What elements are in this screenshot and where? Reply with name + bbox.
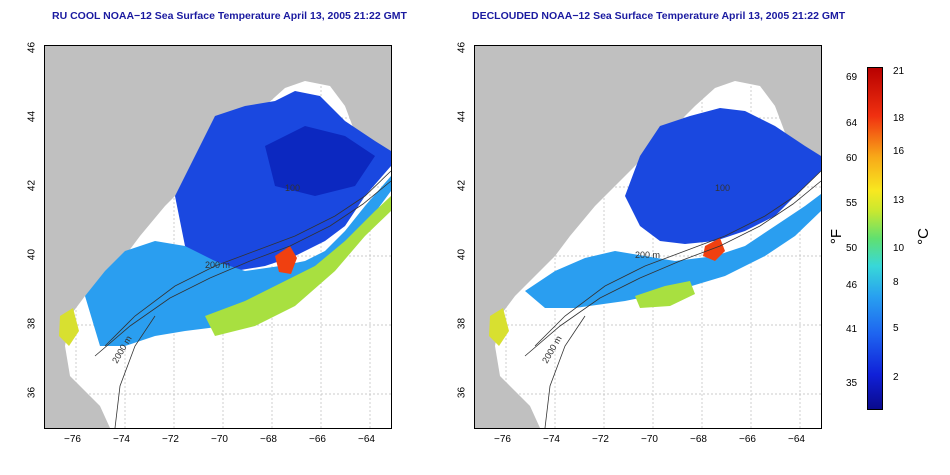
x-tick: −66: [309, 434, 326, 445]
y-tick: 46: [26, 41, 38, 54]
y-tick: 42: [26, 179, 38, 192]
c-tick: 5: [893, 323, 899, 334]
sst-coastal-warm: [59, 308, 79, 346]
f-tick: 50: [846, 243, 858, 254]
f-tick: 46: [846, 280, 858, 291]
sst-warm-eddy: [275, 246, 297, 274]
contour-label-2000: 2000 m: [540, 334, 564, 365]
contour-label-200: 200 m: [205, 260, 230, 270]
y-tick: 38: [456, 317, 468, 330]
y-tick: 40: [456, 248, 468, 261]
c-tick: 13: [893, 195, 905, 206]
y-tick: 40: [26, 248, 38, 261]
f-tick: 69: [846, 72, 858, 83]
x-tick: −72: [592, 434, 609, 445]
f-tick: 35: [846, 378, 858, 389]
bathymetry-contours: [94, 170, 391, 428]
c-tick: 18: [893, 113, 905, 124]
contour-label-200: 200 m: [635, 250, 660, 260]
f-tick: 64: [846, 118, 858, 129]
right-map-canvas: 2000 m 200 m 100: [475, 46, 821, 428]
c-tick: 16: [893, 146, 905, 157]
left-sst-map: 2000 m 200 m 100: [44, 45, 392, 429]
f-tick: 60: [846, 153, 858, 164]
y-tick: 44: [26, 110, 38, 123]
left-map-title: RU COOL NOAA−12 Sea Surface Temperature …: [52, 10, 407, 22]
f-tick: 55: [846, 198, 858, 209]
y-tick: 42: [456, 179, 468, 192]
right-map-title: DECLOUDED NOAA−12 Sea Surface Temperatur…: [472, 10, 846, 22]
c-tick: 21: [893, 66, 905, 77]
contour-label-100: 100: [715, 183, 730, 193]
x-tick: −68: [690, 434, 707, 445]
x-tick: −76: [494, 434, 511, 445]
c-tick: 8: [893, 277, 899, 288]
nova-scotia: [775, 66, 821, 161]
sst-warm-patch: [635, 281, 695, 308]
left-map-canvas: 2000 m 200 m 100: [45, 46, 391, 428]
sst-mid-region: [525, 194, 821, 308]
land-mass: [45, 46, 391, 428]
y-tick: 38: [26, 317, 38, 330]
sst-warm-band: [205, 196, 391, 336]
sst-warm-eddy: [703, 238, 725, 261]
contour-label-100: 100: [285, 183, 300, 193]
y-tick: 44: [456, 110, 468, 123]
x-tick: −70: [641, 434, 658, 445]
bathymetry-contours: [524, 170, 821, 428]
sst-coastal-warm: [489, 308, 509, 346]
x-tick: −76: [64, 434, 81, 445]
x-tick: −74: [543, 434, 560, 445]
y-tick: 36: [456, 386, 468, 399]
x-tick: −70: [211, 434, 228, 445]
x-tick: −68: [260, 434, 277, 445]
x-tick: −72: [162, 434, 179, 445]
right-sst-map: 2000 m 200 m 100: [474, 45, 822, 429]
land-mass: [475, 46, 821, 428]
f-tick: 41: [846, 324, 858, 335]
y-tick: 46: [456, 41, 468, 54]
x-tick: −66: [739, 434, 756, 445]
x-tick: −74: [113, 434, 130, 445]
y-tick: 36: [26, 386, 38, 399]
c-tick: 10: [893, 243, 905, 254]
sst-deep-cold: [265, 126, 375, 196]
x-tick: −64: [788, 434, 805, 445]
fahrenheit-unit-label: °F: [828, 228, 846, 245]
temperature-colorbar: [867, 67, 883, 410]
c-tick: 2: [893, 372, 899, 383]
nova-scotia: [345, 66, 391, 161]
sst-cold-region: [625, 108, 821, 244]
x-tick: −64: [358, 434, 375, 445]
celsius-unit-label: °C: [914, 228, 932, 245]
